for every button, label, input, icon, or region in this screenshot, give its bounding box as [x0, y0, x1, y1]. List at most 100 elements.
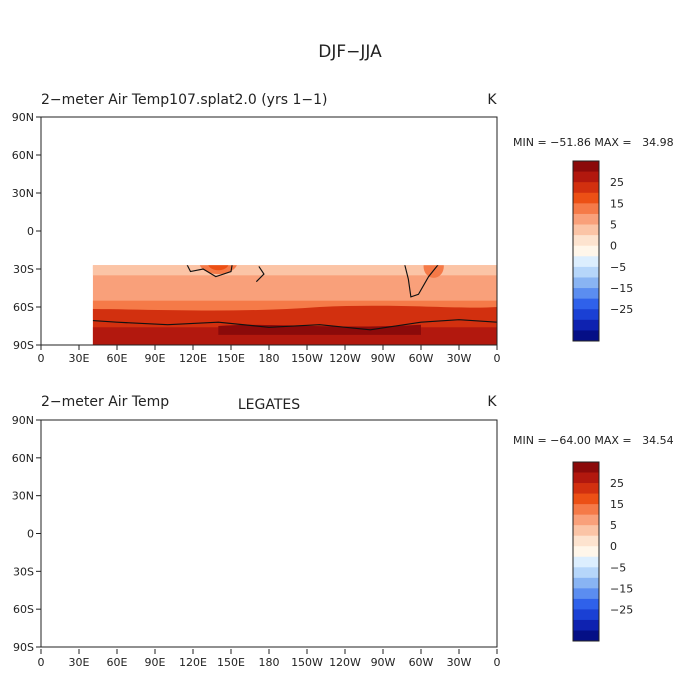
panel-title: 2−meter Air Temp107.splat2.0 (yrs 1−1) [41, 92, 327, 108]
lat-tick-label: 90S [13, 339, 34, 352]
lon-tick-label: 120E [179, 352, 207, 365]
lat-tick-label: 90N [12, 111, 34, 124]
lat-ticks: 90N 60N 30N 0 30S 60S 90S [12, 111, 41, 352]
colorbar-frame [572, 160, 600, 342]
colorbar-label: 0 [610, 240, 617, 253]
panel-unit: K [487, 92, 497, 108]
colorbar-swatch [573, 277, 599, 289]
colorbar-swatch [573, 598, 599, 610]
lon-tick-label: 120E [179, 656, 207, 669]
lat-tick-label: 60S [13, 603, 34, 616]
colorbar-swatch [573, 288, 599, 300]
lon-tick-label: 150W [291, 656, 323, 669]
lat-tick-label: 30S [13, 263, 34, 276]
lon-tick-label: 30W [447, 352, 472, 365]
colorbar-label: 5 [610, 519, 617, 532]
figure-title: DJF−JJA [318, 42, 382, 62]
lon-tick-label: 0 [38, 352, 45, 365]
colorbar-label: 25 [610, 176, 624, 189]
colorbar-label: −5 [610, 261, 626, 274]
lat-tick-label: 30N [12, 187, 34, 200]
colorbar: 25 15 5 0 −5 −15 −25 [572, 160, 633, 342]
colorbar-label: 25 [610, 477, 624, 490]
lon-tick-label: 90W [371, 352, 396, 365]
panel-subtitle: LEGATES [238, 397, 300, 413]
colorbar-swatch [573, 266, 599, 278]
lon-tick-label: 150E [217, 656, 245, 669]
colorbar-swatch [573, 577, 599, 589]
lat-tick-label: 90S [13, 641, 34, 654]
colorbar-swatch [573, 309, 599, 321]
colorbar-swatch [573, 504, 599, 516]
lon-tick-label: 90E [145, 656, 166, 669]
colorbar-label: 0 [610, 540, 617, 553]
colorbar-label: −5 [610, 561, 626, 574]
colorbar-swatch [573, 567, 599, 579]
colorbar-swatch [573, 462, 599, 473]
lon-tick-label: 90E [145, 352, 166, 365]
colorbar-swatch [573, 213, 599, 225]
lon-tick-label: 120W [329, 352, 361, 365]
colorbar-swatch [573, 330, 599, 342]
lon-tick-label: 30W [447, 656, 472, 669]
colorbar-label: −15 [610, 582, 633, 595]
min-max-label: MIN = −64.00 MAX = 34.54 [513, 434, 674, 447]
colorbar-swatch [573, 535, 599, 547]
coastlines [41, 430, 497, 632]
colorbar-swatch [573, 245, 599, 257]
colorbar-swatch [573, 235, 599, 247]
colorbar-label: −15 [610, 282, 633, 295]
colorbar-swatch [573, 546, 599, 558]
lat-tick-label: 0 [27, 528, 34, 541]
colorbar-label: −25 [610, 303, 633, 316]
colorbar-swatch [573, 630, 599, 642]
colorbar-swatch [573, 493, 599, 505]
colorbar-swatch [573, 472, 599, 484]
colorbar-swatch [573, 556, 599, 568]
colorbar-swatch [573, 483, 599, 494]
lon-tick-label: 0 [38, 656, 45, 669]
lon-ticks: 0 30E 60E 90E 120E 150E 180 150W 120W 90W 60W 30W 0 [38, 345, 501, 365]
lon-tick-label: 0 [494, 352, 501, 365]
colorbar-swatch [573, 588, 599, 600]
lat-tick-label: 60S [13, 301, 34, 314]
lat-ticks: 90N 60N 30N 0 30S 60S 90S [12, 414, 41, 654]
lon-tick-label: 150W [291, 352, 323, 365]
colorbar-swatch [573, 609, 599, 621]
lon-tick-label: 60E [107, 352, 128, 365]
colorbar-swatch [573, 203, 599, 215]
colorbar-swatch [573, 161, 599, 172]
min-max-label: MIN = −51.86 MAX = 34.98 [513, 136, 674, 149]
colorbar-swatch [573, 256, 599, 268]
colorbar-swatch [573, 298, 599, 310]
lon-tick-label: 0 [494, 656, 501, 669]
colorbar-swatch [573, 319, 599, 331]
lon-tick-label: 150E [217, 352, 245, 365]
colorbar-swatch [573, 171, 599, 183]
colorbar-swatch [573, 182, 599, 194]
colorbar-frame [572, 461, 600, 642]
panel-unit: K [487, 394, 497, 410]
lon-tick-label: 30E [69, 352, 90, 365]
lon-tick-label: 180 [259, 656, 280, 669]
colorbar-swatch [573, 224, 599, 236]
lon-tick-label: 90W [371, 656, 396, 669]
lon-tick-label: 180 [259, 352, 280, 365]
lat-tick-label: 90N [12, 414, 34, 427]
temperature-field [41, 420, 497, 647]
panel-bottom: 2−meter Air Temp LEGATES K [12, 394, 674, 669]
lat-tick-label: 60N [12, 149, 34, 162]
panel-title: 2−meter Air Temp [41, 394, 169, 410]
colorbar: 25 15 5 0 −5 −15 −25 [572, 461, 633, 642]
lat-tick-label: 30N [12, 490, 34, 503]
colorbar-swatch [573, 514, 599, 526]
temperature-field [92, 265, 498, 346]
colorbar-swatch [573, 192, 599, 204]
lon-tick-label: 60E [107, 656, 128, 669]
lon-tick-label: 60W [409, 352, 434, 365]
lat-tick-label: 0 [27, 225, 34, 238]
lon-ticks: 0 30E 60E 90E 120E 150E 180 150W 120W 90W 60W 30W 0 [38, 649, 501, 669]
colorbar-label: 15 [610, 197, 624, 210]
coastlines [92, 265, 498, 331]
